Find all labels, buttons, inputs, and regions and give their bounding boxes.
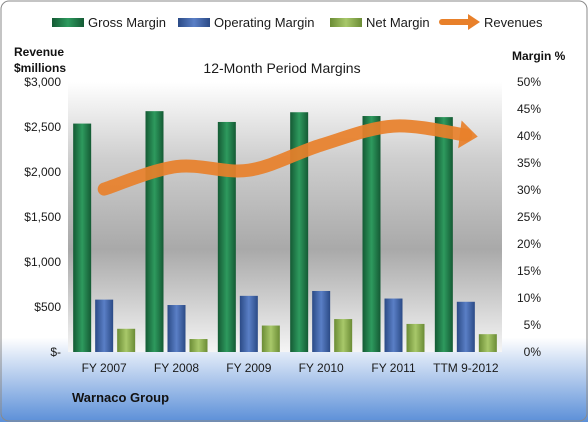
gross-margin-bar <box>434 117 453 352</box>
gross-margin-bar <box>362 116 381 353</box>
operating-margin-bar <box>456 301 475 352</box>
net-margin-bar <box>261 325 280 352</box>
revenue-arrowhead <box>458 120 478 149</box>
right-tick-label: 15% <box>517 264 541 278</box>
operating-margin-bar <box>312 290 331 352</box>
gross-margin-legend-label: Gross Margin <box>88 15 166 30</box>
operating-margin-bar <box>239 295 258 352</box>
company-label: Warnaco Group <box>72 390 169 405</box>
net-margin-bar <box>406 323 425 352</box>
right-tick-label: 45% <box>517 102 541 116</box>
x-axis-label: TTM 9-2012 <box>433 361 499 375</box>
x-axis-label: FY 2011 <box>371 361 416 375</box>
gross-margin-bar <box>73 123 92 352</box>
right-tick-label: 35% <box>517 156 541 170</box>
net-margin-legend-label: Net Margin <box>366 15 430 30</box>
left-axis-title: Revenue $millions <box>14 45 67 75</box>
revenues-legend-label: Revenues <box>484 15 543 30</box>
operating-margin-legend-label: Operating Margin <box>214 15 314 30</box>
right-tick-label: 0% <box>524 345 542 359</box>
left-tick-label: $1,000 <box>24 255 61 269</box>
net-margin-legend-swatch <box>330 18 362 27</box>
operating-margin-legend-swatch <box>178 18 210 27</box>
operating-margin-bar <box>167 305 186 352</box>
left-tick-label: $- <box>50 345 61 359</box>
chart-title: 12-Month Period Margins <box>203 60 360 76</box>
left-axis-ticks: $- $500 $1,000 $1,500 $2,000 $2,500 $3,000 <box>24 75 61 359</box>
right-tick-label: 25% <box>517 210 541 224</box>
net-margin-bar <box>334 319 353 352</box>
x-axis-label: FY 2009 <box>226 361 271 375</box>
gross-margin-legend-swatch <box>52 18 84 27</box>
right-axis-ticks: 0% 5% 10% 15% 20% 25% 30% 35% 40% 45% 50% <box>517 75 541 359</box>
right-tick-label: 30% <box>517 183 541 197</box>
right-tick-label: 40% <box>517 129 541 143</box>
revenue-series-line <box>97 119 473 196</box>
legend: Gross Margin Operating Margin Net Margin Re… <box>52 14 543 30</box>
right-axis-title: Margin % <box>512 49 566 63</box>
revenues-legend-arrowhead <box>468 14 480 30</box>
gross-margin-bar <box>145 111 164 352</box>
left-tick-label: $3,000 <box>24 75 61 89</box>
right-tick-label: 20% <box>517 237 541 251</box>
operating-margin-bar <box>95 299 114 352</box>
gross-margin-bar <box>290 112 309 353</box>
left-tick-label: $1,500 <box>24 210 61 224</box>
left-tick-label: $2,500 <box>24 120 61 134</box>
x-axis-label: FY 2008 <box>154 361 199 375</box>
net-margin-bar <box>189 339 208 352</box>
net-margin-bar <box>117 328 136 352</box>
left-axis-title-line-2: $millions <box>14 61 66 75</box>
revenue-line <box>97 119 478 196</box>
x-axis-labels: FY 2007 FY 2008 FY 2009 FY 2010 FY 2011 TTM 9… <box>82 361 499 375</box>
left-tick-label: $500 <box>34 300 61 314</box>
net-margin-bar <box>478 334 497 352</box>
left-axis-title-line-1: Revenue <box>14 45 64 59</box>
gross-margin-bar <box>217 121 236 353</box>
right-tick-label: 50% <box>517 75 541 89</box>
operating-margin-bar <box>384 298 403 352</box>
right-tick-label: 10% <box>517 291 541 305</box>
right-tick-label: 5% <box>524 318 542 332</box>
x-axis-label: FY 2007 <box>82 361 127 375</box>
left-tick-label: $2,000 <box>24 165 61 179</box>
x-axis-label: FY 2010 <box>299 361 344 375</box>
